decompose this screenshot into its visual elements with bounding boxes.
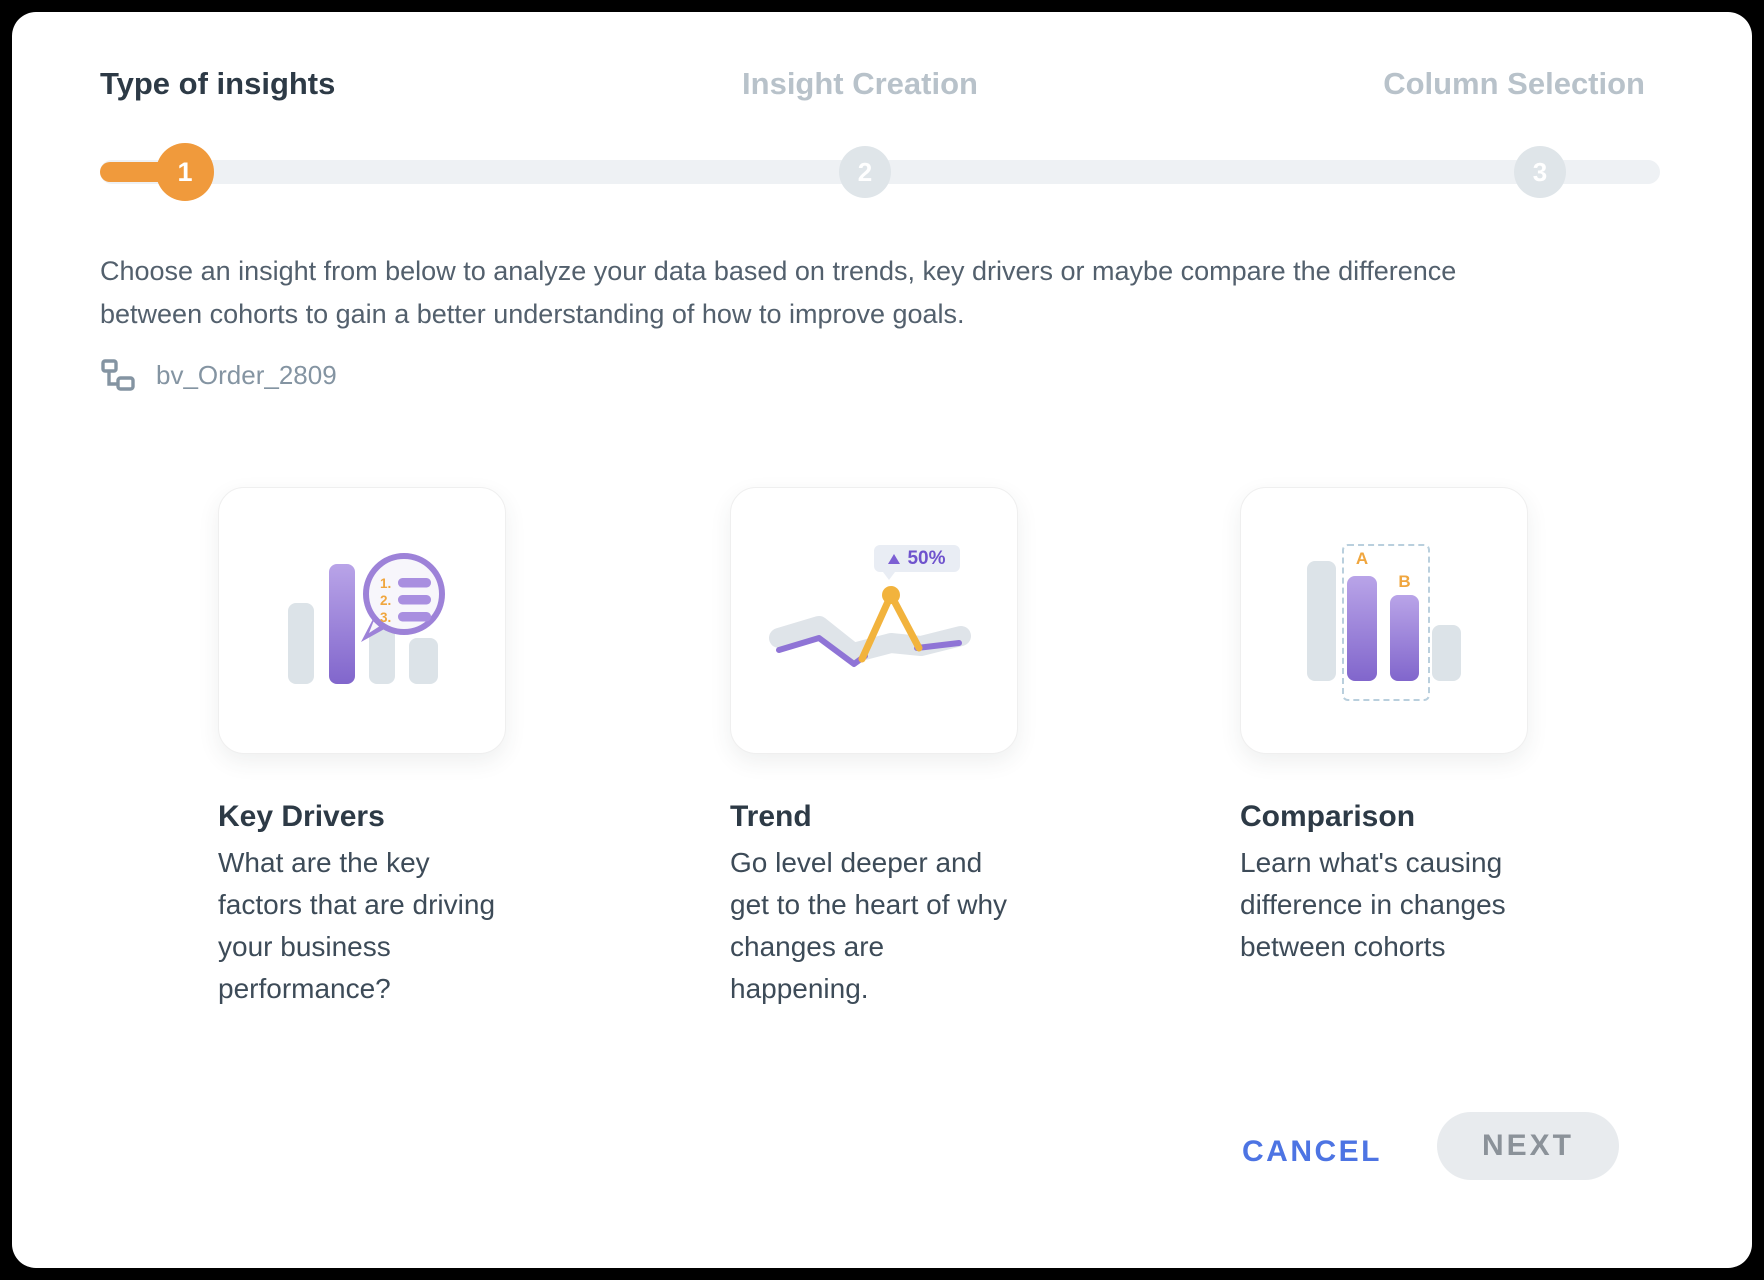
- insight-option-comparison: A B Comparison Learn what's causing diff…: [1240, 487, 1528, 968]
- ranked-list-bubble-icon: 1. 2. 3.: [361, 553, 445, 642]
- cohort-selection-box: [1342, 544, 1430, 701]
- insight-wizard-dialog: Type of insights Insight Creation Column…: [12, 12, 1752, 1268]
- step-label-type-of-insights: Type of insights: [100, 66, 336, 101]
- comparison-gray-bar-2: [1432, 625, 1461, 681]
- dataset-hierarchy-icon: [101, 359, 135, 391]
- key-drivers-card[interactable]: 1. 2. 3.: [218, 487, 506, 754]
- cancel-button[interactable]: CANCEL: [1192, 1130, 1432, 1174]
- trend-badge-value: 50%: [907, 547, 946, 569]
- trend-card[interactable]: 50%: [730, 487, 1018, 754]
- insight-option-trend: 50% Trend Go level deeper and get to the…: [730, 487, 1018, 1010]
- cohort-b-label: B: [1398, 572, 1411, 591]
- trend-badge-pointer: [883, 572, 895, 580]
- insight-option-key-drivers: 1. 2. 3. Key Drivers What are the key fa…: [218, 487, 506, 1010]
- ranked-item-bar-3: [398, 612, 431, 622]
- key-drivers-gray-bar-2: [369, 626, 395, 684]
- comparison-title: Comparison: [1240, 800, 1416, 833]
- dataset-name: bv_Order_2809: [156, 359, 337, 390]
- next-button[interactable]: NEXT: [1437, 1112, 1619, 1180]
- key-drivers-title: Key Drivers: [218, 800, 385, 833]
- step-label-insight-creation: Insight Creation: [742, 66, 978, 101]
- step-circle-2[interactable]: 2: [839, 146, 891, 198]
- comparison-card[interactable]: A B: [1240, 487, 1528, 754]
- key-drivers-gray-bar-3: [409, 638, 438, 684]
- step-number-3: 3: [1532, 156, 1548, 187]
- key-drivers-purple-bar: [329, 564, 355, 684]
- step-circle-1[interactable]: 1: [156, 143, 214, 201]
- ranked-item-number-3: 3.: [380, 610, 391, 625]
- trend-line-chart-icon: [769, 586, 971, 667]
- ranked-item-bar-2: [398, 595, 431, 605]
- key-drivers-description: What are the key factors that are drivin…: [218, 847, 496, 1004]
- arrow-up-icon: [888, 553, 901, 564]
- ranked-item-number-1: 1.: [380, 576, 391, 591]
- wizard-progress-bar: 1 2 3: [100, 142, 1660, 206]
- trend-peak-dot: [882, 586, 900, 604]
- comparison-description: Learn what's causing difference in chang…: [1240, 847, 1506, 962]
- step-number-2: 2: [857, 156, 873, 187]
- wizard-description: Choose an insight from below to analyze …: [100, 256, 1457, 329]
- cohort-a-label: A: [1355, 549, 1369, 568]
- comparison-gray-bar-1: [1307, 561, 1336, 681]
- cohort-b-bar: [1390, 595, 1419, 681]
- step-circle-3[interactable]: 3: [1514, 146, 1566, 198]
- dataset-row: bv_Order_2809: [100, 358, 337, 392]
- trend-increase-badge: 50%: [874, 545, 960, 572]
- ranked-item-number-2: 2.: [380, 593, 391, 608]
- step-number-1: 1: [177, 156, 193, 187]
- trend-description: Go level deeper and get to the heart of …: [730, 847, 1008, 1004]
- key-drivers-gray-bar-1: [288, 603, 314, 684]
- cohort-a-bar: [1347, 576, 1377, 681]
- trend-title: Trend: [730, 800, 812, 833]
- ranked-item-bar-1: [398, 578, 431, 588]
- step-label-column-selection: Column Selection: [1383, 66, 1645, 101]
